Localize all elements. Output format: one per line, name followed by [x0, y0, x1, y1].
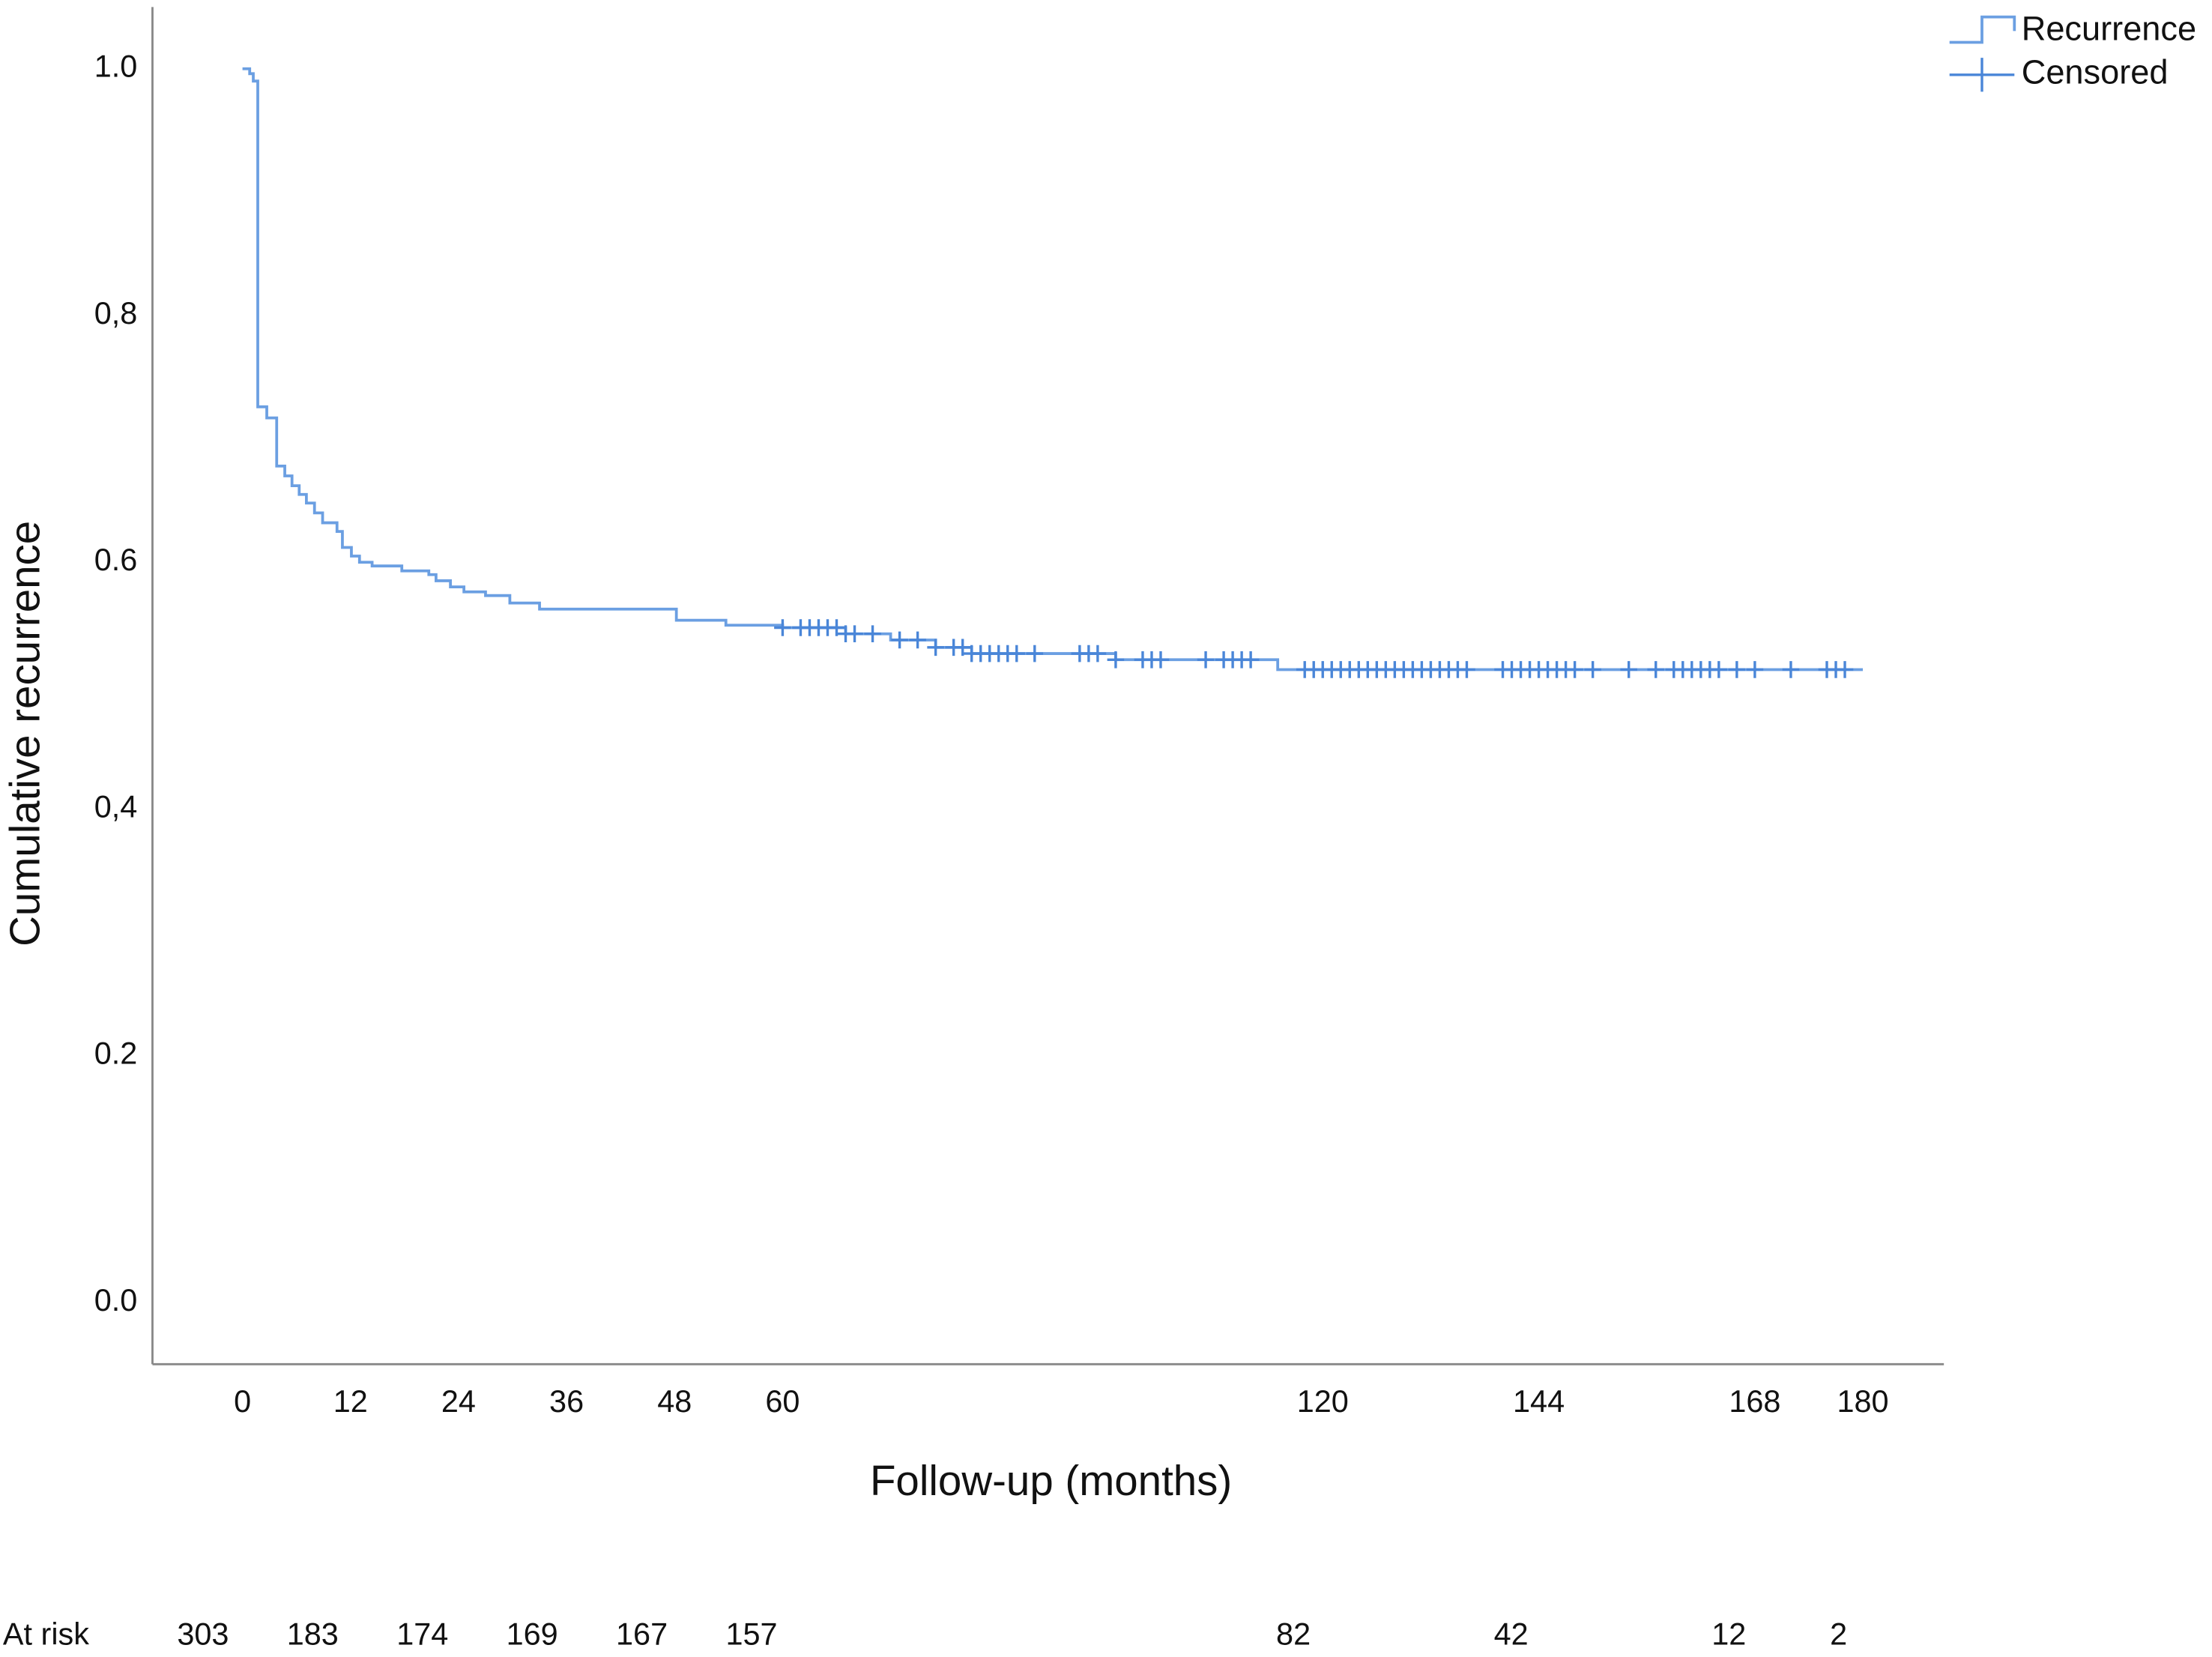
- y-axis-title: Cumulative recurrence: [1, 521, 49, 947]
- censor-mark: [1647, 661, 1665, 678]
- x-axis-title: Follow-up (months): [870, 1457, 1232, 1504]
- survival-curve: [242, 67, 1864, 671]
- censor-mark: [1089, 645, 1107, 663]
- censor-mark: [1836, 661, 1854, 678]
- y-tick-label: 0,4: [94, 789, 138, 824]
- censor-mark: [1152, 651, 1170, 668]
- censor-mark: [1728, 661, 1746, 678]
- at-risk-count: 167: [616, 1617, 668, 1652]
- at-risk-count: 42: [1494, 1617, 1529, 1652]
- x-tick-label: 48: [657, 1384, 692, 1419]
- censor-mark: [1458, 661, 1475, 678]
- y-tick-label: 0.0: [94, 1283, 138, 1318]
- y-tick-label: 0.6: [94, 543, 138, 577]
- censor-mark: [1242, 651, 1260, 668]
- censor-mark: [1746, 661, 1764, 678]
- legend-icon: [1949, 15, 2016, 44]
- x-tick-label: 24: [441, 1384, 476, 1419]
- x-tick-label: 60: [765, 1384, 800, 1419]
- censor-mark: [846, 625, 863, 643]
- x-tick-label: 36: [549, 1384, 584, 1419]
- at-risk-count: 183: [287, 1617, 339, 1652]
- x-tick-label: 12: [333, 1384, 368, 1419]
- y-tick-label: 1.0: [94, 49, 138, 84]
- at-risk-count: 157: [725, 1617, 777, 1652]
- legend-icon: [1949, 58, 2015, 92]
- censor-mark: [954, 639, 971, 657]
- y-tick-label: 0,8: [94, 296, 138, 331]
- censor-mark: [1710, 661, 1728, 678]
- x-tick-label: 120: [1297, 1384, 1349, 1419]
- censor-mark: [891, 631, 908, 649]
- censor-mark: [1566, 661, 1583, 678]
- censor-mark: [1107, 651, 1125, 668]
- at-risk-count: 82: [1276, 1617, 1311, 1652]
- at-risk-count: 12: [1711, 1617, 1746, 1652]
- censor-mark: [1008, 645, 1026, 663]
- x-tick-label: 144: [1513, 1384, 1565, 1419]
- censor-mark: [909, 631, 926, 649]
- censor-mark: [1584, 661, 1601, 678]
- censor-mark: [774, 619, 791, 636]
- censor-mark: [1620, 661, 1637, 678]
- at-risk-label: At risk: [3, 1617, 89, 1652]
- censor-mark: [1026, 645, 1044, 663]
- legend-label: Recurrence: [2022, 9, 2196, 47]
- censor-mark: [1197, 651, 1215, 668]
- legend-label: Censored: [2022, 53, 2169, 91]
- at-risk-count: 169: [507, 1617, 558, 1652]
- y-tick-label: 0.2: [94, 1036, 138, 1071]
- at-risk-count: 2: [1830, 1617, 1847, 1652]
- censor-mark: [1782, 661, 1800, 678]
- censor-mark: [828, 619, 845, 636]
- at-risk-count: 174: [396, 1617, 448, 1652]
- x-tick-label: 0: [234, 1384, 251, 1419]
- x-tick-label: 168: [1729, 1384, 1780, 1419]
- censor-mark: [927, 639, 944, 657]
- at-risk-count: 303: [177, 1617, 229, 1652]
- x-tick-label: 180: [1837, 1384, 1889, 1419]
- censor-mark: [864, 625, 881, 643]
